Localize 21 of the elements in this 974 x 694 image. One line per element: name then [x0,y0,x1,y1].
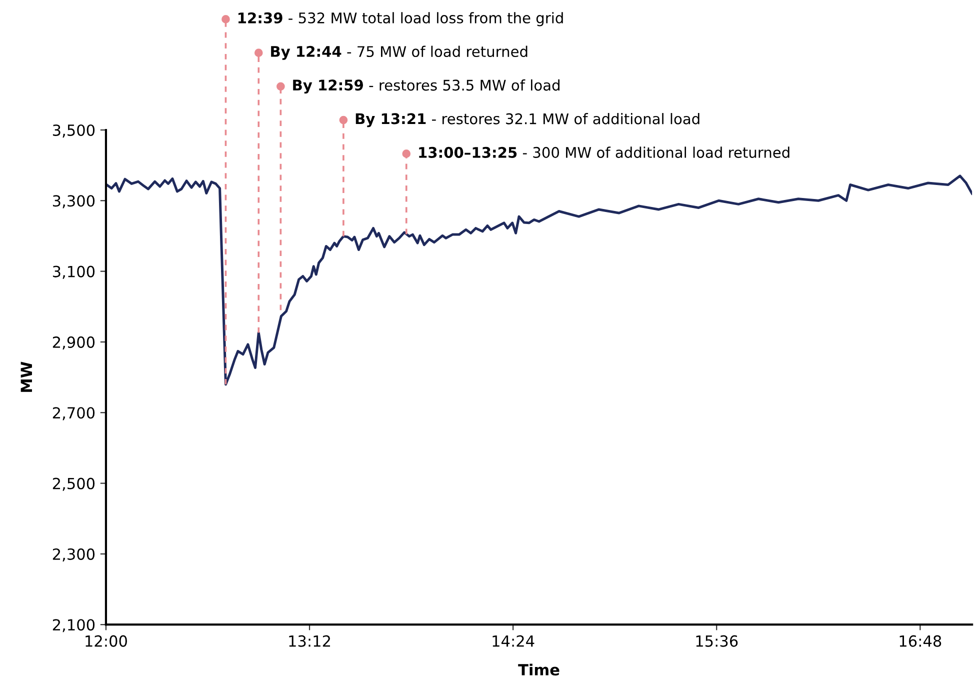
annotation: 13:00–13:25 - 300 MW of additional load returned [419,146,790,158]
annotation: By 12:59 - restores 53.5 MW of load [293,79,560,94]
x-tick-label: 15:36 [696,635,738,647]
y-tick-label: 2,900 [52,336,95,350]
x-tick-label: 13:12 [289,635,330,647]
y-tick-label: 3,100 [52,266,95,279]
annotation: By 12:44 - 75 MW of load returned [271,46,528,60]
y-tick-label: 2,700 [52,407,95,420]
y-tick-label: 2,500 [52,478,95,491]
y-axis-title: MW [20,362,32,392]
y-tick-label: 3,300 [52,195,95,208]
x-tick-label: 14:24 [492,635,534,647]
y-tick-label: 3,500 [52,124,95,138]
x-tick-label: 16:48 [900,635,942,647]
y-tick-label: 2,300 [52,548,95,562]
x-tick-label: 12:00 [86,635,127,647]
annotation: By 13:21 - restores 32.1 MW of additional load [356,113,700,128]
y-tick-label: 2,100 [52,619,95,632]
annotation: 12:39 - 532 MW total load loss from the grid [238,12,563,26]
line-series [106,174,972,386]
x-axis-title: Time [518,664,560,676]
